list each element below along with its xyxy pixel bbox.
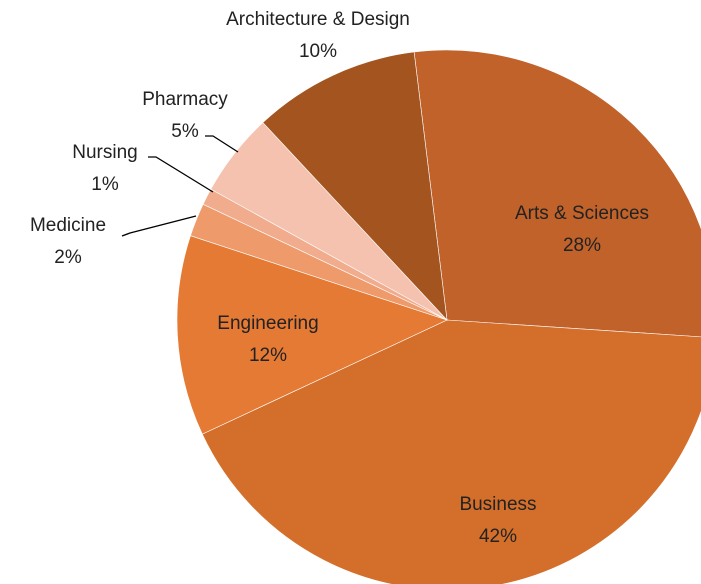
slice-value-label: 1% [91, 174, 119, 195]
slice-label: Arts & Sciences [515, 203, 649, 224]
slice-value-label: 12% [249, 345, 287, 366]
slice-value-label: 42% [479, 526, 517, 547]
labels: Arts & Sciences 28% Business 42% Engineering… [30, 9, 649, 547]
pie-slice [413, 49, 701, 338]
slice-value-label: 5% [171, 121, 199, 142]
slice-label: Pharmacy [142, 89, 228, 110]
slice-label: Engineering [217, 313, 318, 334]
pie-slice [201, 319, 701, 584]
slice-value-label: 2% [54, 247, 82, 268]
leader-line [121, 215, 197, 237]
slice-label: Medicine [30, 215, 106, 236]
slice-label: Architecture & Design [226, 9, 410, 30]
slice-label: Business [459, 494, 536, 515]
leader-line [148, 156, 214, 193]
slice-value-label: 28% [563, 235, 601, 256]
pie-slice [262, 51, 448, 321]
slice-label: Nursing [72, 142, 137, 163]
slice-value-label: 10% [299, 41, 337, 62]
pie-slice [176, 235, 448, 435]
leader-line [205, 135, 239, 153]
pie [176, 49, 701, 584]
